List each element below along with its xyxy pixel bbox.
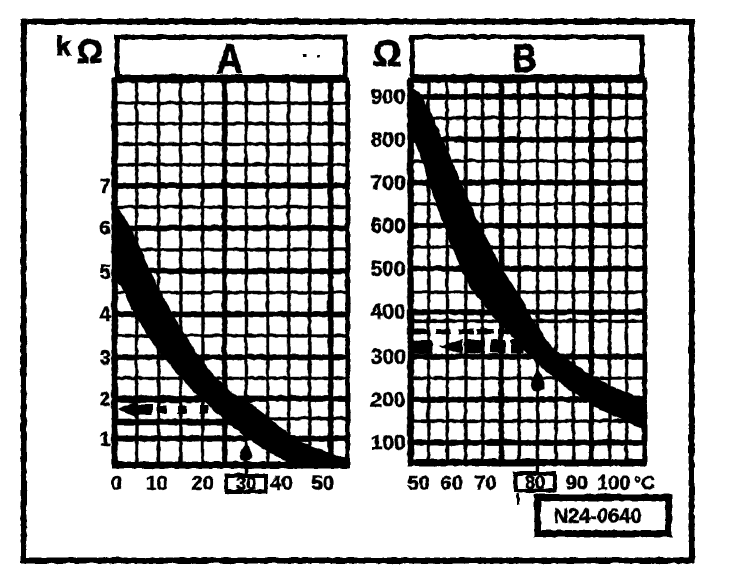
svg-text:500: 500 xyxy=(370,257,405,280)
svg-text:2: 2 xyxy=(99,388,110,410)
svg-text:10: 10 xyxy=(145,472,167,494)
svg-text:600: 600 xyxy=(370,214,405,237)
svg-text:90: 90 xyxy=(565,472,587,494)
svg-text:4: 4 xyxy=(99,303,111,325)
svg-text:400: 400 xyxy=(370,300,405,323)
svg-text:3: 3 xyxy=(99,347,110,369)
svg-text:50: 50 xyxy=(407,472,429,494)
svg-text:6: 6 xyxy=(99,217,110,239)
svg-text:A: A xyxy=(216,35,242,81)
svg-text:100: 100 xyxy=(370,431,405,454)
svg-text:k: k xyxy=(55,30,71,61)
svg-text:Ω: Ω xyxy=(372,32,401,73)
svg-text:°C: °C xyxy=(633,473,655,494)
svg-text:5: 5 xyxy=(99,261,110,283)
svg-text:0: 0 xyxy=(110,472,121,494)
svg-text:70: 70 xyxy=(474,472,496,494)
svg-text:100: 100 xyxy=(596,472,629,494)
svg-text:B: B xyxy=(512,37,536,80)
svg-text:200: 200 xyxy=(370,388,405,411)
svg-text:300: 300 xyxy=(370,345,405,368)
svg-text:800: 800 xyxy=(370,128,405,151)
svg-text:1: 1 xyxy=(99,428,110,450)
svg-text:40: 40 xyxy=(270,472,292,494)
svg-text:30: 30 xyxy=(235,473,255,493)
svg-text:700: 700 xyxy=(370,171,405,194)
svg-text:7: 7 xyxy=(99,175,110,197)
svg-text:60: 60 xyxy=(440,472,462,494)
svg-text:N24-0640: N24-0640 xyxy=(553,505,641,527)
svg-text:50: 50 xyxy=(311,472,333,494)
svg-text:Ω: Ω xyxy=(76,32,102,69)
svg-text:900: 900 xyxy=(370,85,405,108)
svg-text:80: 80 xyxy=(524,472,544,492)
svg-text:20: 20 xyxy=(191,472,213,494)
